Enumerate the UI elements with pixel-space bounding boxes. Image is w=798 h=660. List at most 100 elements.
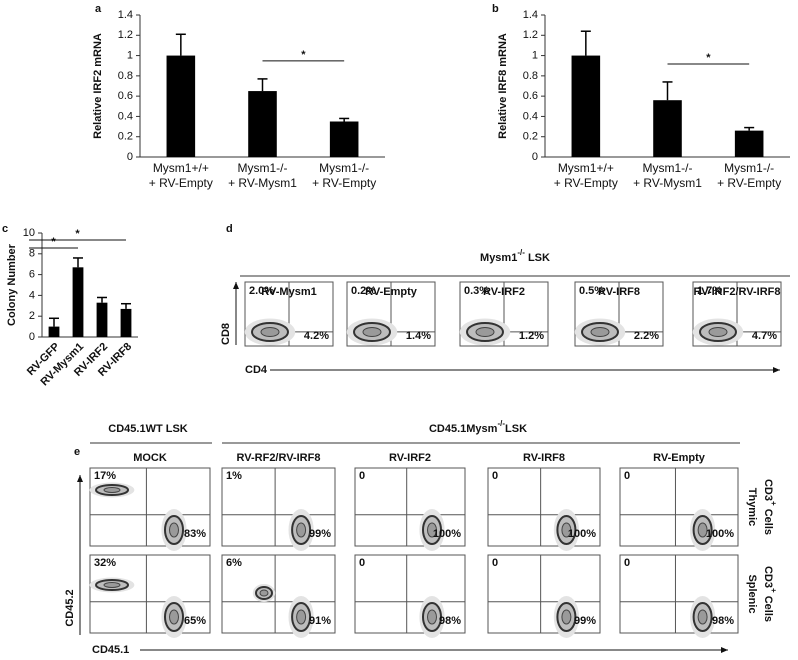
y-tick-label: 1 (127, 49, 133, 61)
x-tick-label: Mysm1+/+ + RV-Empty (148, 161, 213, 190)
y-tick-label: 1.2 (118, 29, 133, 41)
significance-label: * (51, 236, 56, 248)
quadrant-percent: 91% (309, 615, 331, 627)
bar (248, 91, 277, 157)
plot-frame (619, 554, 739, 634)
y-tick-label: 0 (127, 151, 133, 163)
y-tick-label: 0.4 (523, 110, 538, 122)
quadrant-percent: 1.4% (406, 330, 431, 342)
plot-title: RV-IRF8 (598, 286, 640, 298)
plot-title: RV-Empty (365, 286, 418, 298)
quadrant-percent: 2.2% (634, 330, 659, 342)
row-label: Splenic (746, 574, 758, 613)
quadrant-percent: 2.0% (249, 285, 274, 297)
y-axis-label: Relative IRF2 mRNA (92, 33, 104, 139)
bar (72, 267, 84, 337)
bar (120, 308, 132, 337)
cell-population-core (103, 582, 121, 588)
bar (653, 100, 682, 157)
y-axis-label: Colony Number (6, 243, 18, 326)
x-axis-label: CD45.1 (92, 644, 129, 656)
y-tick-label: 0.2 (523, 131, 538, 143)
cell-population-core (590, 327, 610, 337)
plot-title: RV-IRF2/RV-IRF8 (693, 286, 780, 298)
y-tick-label: 0.4 (118, 110, 133, 122)
plot-frame (487, 554, 601, 634)
y-axis-label: CD45.2 (64, 589, 76, 626)
quadrant-percent: 0 (359, 557, 365, 569)
quadrant-percent: 99% (309, 528, 331, 540)
x-tick-label: Mysm1+/+ + RV-Empty (553, 161, 618, 190)
y-tick-label: 1.4 (523, 9, 538, 21)
quadrant-percent: 0 (492, 470, 498, 482)
y-tick-label: 6 (29, 269, 35, 281)
cell-population-core (362, 327, 382, 337)
plot-frame (487, 467, 601, 547)
bar (734, 130, 764, 157)
group-title: CD45.1Mysm-/-LSK (429, 419, 527, 435)
quadrant-percent: 1.2% (519, 330, 544, 342)
cell-population-core (708, 327, 728, 337)
y-tick-label: 0 (29, 331, 35, 343)
quadrant-percent: 4.7% (752, 330, 777, 342)
panel-title-main: Mysm1 (480, 252, 517, 264)
row-label-sup: + (769, 501, 778, 506)
y-tick-label: 10 (23, 227, 35, 239)
significance-label: * (75, 228, 80, 240)
group-title: CD45.1WT LSK (108, 423, 188, 435)
panel-letter: e (74, 446, 80, 458)
row-label: Thymic (746, 488, 758, 527)
y-axis-label: CD8 (220, 323, 232, 345)
quadrant-percent: 0.3% (464, 285, 489, 297)
quadrant-percent: 100% (568, 528, 596, 540)
quadrant-percent: 17% (94, 470, 116, 482)
cell-population-core (169, 522, 179, 538)
y-tick-label: 0.6 (118, 90, 133, 102)
column-title: RV-IRF2 (389, 452, 431, 464)
group-title-after: LSK (505, 423, 527, 435)
quadrant-percent: 100% (433, 528, 461, 540)
quadrant-percent: 4.2% (304, 330, 329, 342)
y-tick-label: 0 (532, 151, 538, 163)
bar (48, 326, 60, 337)
plot-frame (89, 467, 211, 547)
row-label-after: Cells (762, 593, 774, 622)
y-tick-label: 0.8 (118, 70, 133, 82)
y-tick-label: 1.4 (118, 9, 133, 21)
quadrant-percent: 0 (624, 557, 630, 569)
significance-label: * (301, 49, 306, 61)
y-tick-label: 1.2 (523, 29, 538, 41)
cell-population-core (296, 609, 307, 625)
plot-frame (354, 467, 466, 547)
y-tick-label: 8 (29, 248, 35, 260)
bar (166, 55, 196, 158)
group-title-main: CD45.1Mysm (429, 423, 498, 435)
y-tick-label: 0.8 (523, 70, 538, 82)
cell-population-core (697, 522, 708, 538)
quadrant-percent: 98% (439, 615, 461, 627)
plot-frame (354, 554, 466, 634)
quadrant-percent: 65% (184, 615, 206, 627)
x-tick-label: Mysm1-/- + RV-Mysm1 (633, 161, 702, 190)
row-label-after: Cells (762, 506, 774, 535)
x-tick-label: Mysm1-/- + RV-Empty (717, 161, 782, 190)
quadrant-percent: 32% (94, 557, 116, 569)
cell-population-core (427, 522, 437, 538)
cell-population-core (427, 609, 437, 625)
column-title: RV-RF2/RV-IRF8 (237, 452, 321, 464)
y-axis-label: Relative IRF8 mRNA (497, 33, 509, 139)
panel-letter: a (95, 3, 102, 15)
y-tick-label: 0.6 (523, 90, 538, 102)
cell-population-core (697, 609, 708, 625)
cell-population-core (103, 487, 121, 493)
cell-population-core (475, 327, 495, 337)
plot-frame (89, 554, 211, 634)
column-title: MOCK (133, 452, 167, 464)
cell-population-core (561, 522, 572, 538)
y-tick-label: 0.2 (118, 131, 133, 143)
y-tick-label: 1 (532, 49, 538, 61)
panel-letter: d (226, 223, 233, 235)
quadrant-percent: 0.2% (351, 285, 376, 297)
